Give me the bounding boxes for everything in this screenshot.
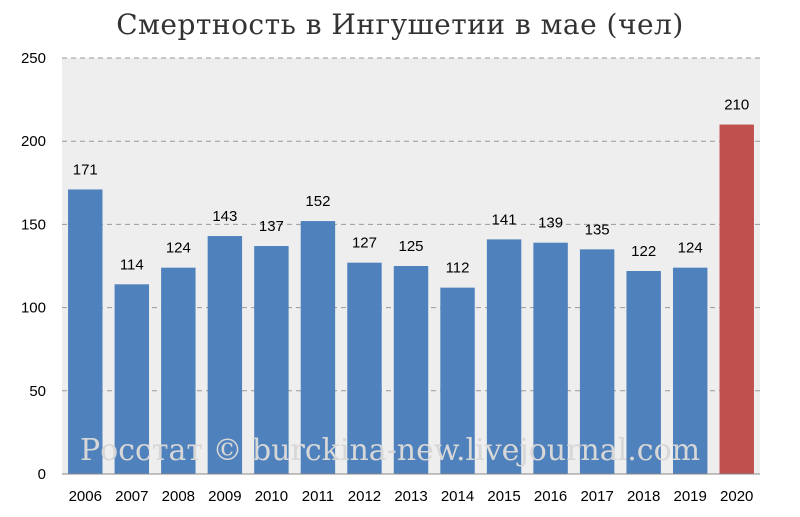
x-tick-label: 2006 [69,488,102,505]
x-axis-ticks: 2006 2007 2008 2009 2010 2011 2012 2013 2014 2015… [69,488,754,505]
x-tick-label: 2007 [115,488,148,505]
y-tick-label: 150 [21,216,46,233]
x-tick-label: 2012 [348,488,381,505]
data-label: 139 [538,215,563,232]
data-label: 124 [678,240,703,257]
bar [347,262,382,474]
bar [254,246,289,474]
bar [114,284,150,474]
x-tick-label: 2017 [580,488,613,505]
x-tick-label: 2009 [208,488,241,505]
data-label: 171 [73,161,98,178]
bar [579,249,615,474]
x-tick-label: 2020 [720,488,753,505]
bar [300,221,336,474]
bar [533,242,568,474]
data-label: 114 [120,256,144,273]
x-tick-label: 2013 [394,488,427,505]
data-label: 124 [166,240,191,257]
y-tick-label: 200 [21,133,46,150]
data-label: 125 [398,238,423,255]
y-tick-label: 50 [29,383,46,400]
x-tick-label: 2010 [255,488,288,505]
bar [486,239,522,474]
data-label: 122 [631,243,656,260]
x-tick-label: 2018 [627,488,660,505]
y-tick-label: 250 [21,50,46,67]
y-tick-label: 100 [21,300,46,317]
bar [672,267,708,474]
data-label: 112 [446,260,470,277]
y-tick-label: 0 [38,466,46,483]
bar [161,267,196,474]
data-label: 137 [259,218,284,235]
y-axis-ticks: 0 50 100 150 200 250 [21,50,46,483]
x-tick-label: 2011 [302,488,334,505]
data-labels: 171 114 124 143 137 152 127 125 112 141 139 135 122 1… [73,97,749,277]
data-label: 135 [585,221,610,238]
bar [393,266,429,474]
data-label: 152 [305,193,330,210]
bar [207,236,243,474]
data-label: 127 [352,235,377,252]
chart-title: Смертность в Ингушетии в мае (чел) [116,8,684,41]
bar [440,287,475,474]
x-tick-label: 2014 [441,488,474,505]
watermark-text: Росстат © burckina-new.livejournal.com [80,433,700,468]
data-label: 141 [492,211,517,228]
x-tick-label: 2015 [487,488,520,505]
data-label: 143 [212,208,237,225]
bar [68,189,103,474]
x-tick-label: 2016 [534,488,567,505]
bar [719,124,754,474]
x-tick-label: 2019 [674,488,707,505]
data-label: 210 [724,97,749,114]
bars [68,124,754,474]
bar [626,270,661,474]
x-tick-label: 2008 [162,488,195,505]
